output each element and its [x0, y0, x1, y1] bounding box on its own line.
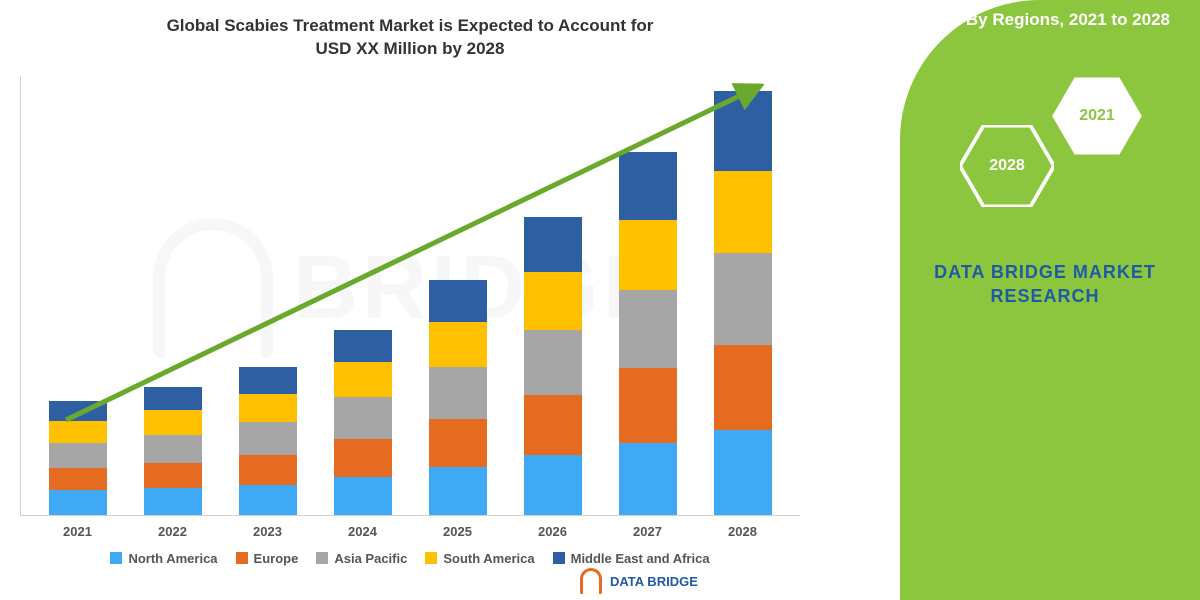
- bar-2026: [524, 217, 582, 515]
- seg-2027-middle-east-and-africa: [619, 152, 677, 220]
- bar-2022: [144, 387, 202, 515]
- seg-2026-south-america: [524, 272, 582, 330]
- seg-2026-north-america: [524, 455, 582, 515]
- seg-2025-south-america: [429, 322, 487, 367]
- seg-2021-north-america: [49, 490, 107, 515]
- seg-2021-asia-pacific: [49, 443, 107, 468]
- x-label-2022: 2022: [144, 524, 202, 539]
- brand-line2: RESEARCH: [990, 286, 1099, 306]
- bar-2027: [619, 152, 677, 515]
- seg-2024-north-america: [334, 477, 392, 515]
- seg-2024-asia-pacific: [334, 397, 392, 439]
- seg-2021-europe: [49, 468, 107, 490]
- legend-item-south-america: South America: [425, 551, 534, 566]
- seg-2022-north-america: [144, 488, 202, 515]
- seg-2028-north-america: [714, 430, 772, 515]
- seg-2022-middle-east-and-africa: [144, 387, 202, 410]
- x-label-2025: 2025: [429, 524, 487, 539]
- bar-2021: [49, 401, 107, 515]
- seg-2025-europe: [429, 419, 487, 467]
- legend-swatch: [425, 552, 437, 564]
- legend-swatch: [553, 552, 565, 564]
- bar-2028: [714, 91, 772, 515]
- legend-item-europe: Europe: [236, 551, 299, 566]
- seg-2028-europe: [714, 345, 772, 430]
- legend-item-asia-pacific: Asia Pacific: [316, 551, 407, 566]
- seg-2022-europe: [144, 463, 202, 488]
- footer-logo: DATA BRIDGE: [580, 568, 698, 594]
- x-label-2023: 2023: [239, 524, 297, 539]
- legend: North America Europe Asia Pacific South Ame…: [20, 551, 800, 566]
- right-panel: By Regions, 2021 to 2028 20282021 DATA B…: [820, 0, 1200, 600]
- x-label-2028: 2028: [714, 524, 772, 539]
- x-label-2024: 2024: [334, 524, 392, 539]
- bar-2025: [429, 280, 487, 515]
- legend-label: North America: [128, 551, 217, 566]
- bridge-icon: [580, 568, 602, 594]
- seg-2025-middle-east-and-africa: [429, 280, 487, 322]
- x-label-2021: 2021: [49, 524, 107, 539]
- bar-2024: [334, 330, 392, 515]
- legend-label: Middle East and Africa: [571, 551, 710, 566]
- brand-text: DATA BRIDGE MARKET RESEARCH: [930, 260, 1160, 309]
- hexagon-2021: 2021: [1050, 75, 1144, 157]
- legend-swatch: [236, 552, 248, 564]
- seg-2024-europe: [334, 439, 392, 477]
- seg-2027-europe: [619, 368, 677, 443]
- seg-2026-asia-pacific: [524, 330, 582, 395]
- legend-swatch: [316, 552, 328, 564]
- seg-2022-asia-pacific: [144, 435, 202, 463]
- footer-logo-text: DATA BRIDGE: [610, 574, 698, 589]
- x-label-2026: 2026: [524, 524, 582, 539]
- seg-2023-south-america: [239, 394, 297, 422]
- seg-2027-asia-pacific: [619, 290, 677, 368]
- plot-area: [20, 76, 800, 516]
- right-panel-title: By Regions, 2021 to 2028: [966, 10, 1170, 30]
- hexagon-2028: 2028: [960, 125, 1054, 207]
- seg-2027-south-america: [619, 220, 677, 290]
- legend-item-north-america: North America: [110, 551, 217, 566]
- legend-swatch: [110, 552, 122, 564]
- main-container: BRIDGE Global Scabies Treatment Market i…: [0, 0, 1200, 600]
- seg-2026-europe: [524, 395, 582, 455]
- seg-2028-south-america: [714, 171, 772, 253]
- seg-2025-north-america: [429, 467, 487, 515]
- bar-2023: [239, 367, 297, 515]
- seg-2023-europe: [239, 455, 297, 485]
- chart-panel: BRIDGE Global Scabies Treatment Market i…: [0, 0, 820, 600]
- seg-2025-asia-pacific: [429, 367, 487, 419]
- chart-title: Global Scabies Treatment Market is Expec…: [20, 15, 800, 61]
- seg-2023-north-america: [239, 485, 297, 515]
- x-axis: 2021 2022 2023 2024 2025 2026 2027 2028: [20, 516, 800, 539]
- bars-row: [21, 76, 800, 515]
- seg-2026-middle-east-and-africa: [524, 217, 582, 272]
- x-label-2027: 2027: [619, 524, 677, 539]
- seg-2021-middle-east-and-africa: [49, 401, 107, 421]
- seg-2027-north-america: [619, 443, 677, 515]
- seg-2024-south-america: [334, 362, 392, 397]
- seg-2022-south-america: [144, 410, 202, 435]
- seg-2023-asia-pacific: [239, 422, 297, 455]
- seg-2023-middle-east-and-africa: [239, 367, 297, 394]
- seg-2021-south-america: [49, 421, 107, 443]
- legend-label: South America: [443, 551, 534, 566]
- legend-item-middle-east-and-africa: Middle East and Africa: [553, 551, 710, 566]
- legend-label: Europe: [254, 551, 299, 566]
- hexagons-group: 20282021: [940, 70, 1160, 230]
- legend-label: Asia Pacific: [334, 551, 407, 566]
- seg-2024-middle-east-and-africa: [334, 330, 392, 362]
- seg-2028-middle-east-and-africa: [714, 91, 772, 171]
- seg-2028-asia-pacific: [714, 253, 772, 345]
- brand-line1: DATA BRIDGE MARKET: [934, 262, 1156, 282]
